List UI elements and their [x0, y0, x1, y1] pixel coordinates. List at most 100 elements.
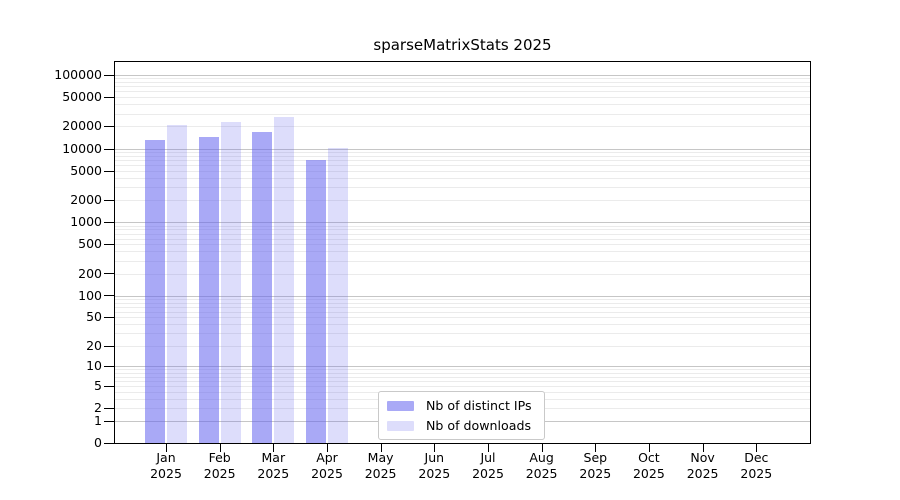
x-tick-mark: [273, 444, 274, 452]
legend-item-downloads: Nb of downloads: [387, 418, 532, 433]
gridline-minor: [115, 317, 810, 319]
x-tick-year: 2025: [311, 465, 343, 481]
gridline-minor: [115, 225, 810, 227]
gridline-minor: [115, 126, 810, 128]
gridline-minor: [115, 170, 810, 172]
gridline-minor: [115, 97, 810, 99]
gridline-major: [115, 75, 810, 76]
x-tick-month: Mar: [261, 450, 286, 465]
y-tick-label: 2000: [70, 192, 102, 207]
y-tick-mark: [104, 126, 114, 127]
gridline-minor: [115, 86, 810, 88]
y-tick-mark: [104, 386, 114, 387]
chart-title: sparseMatrixStats 2025: [373, 36, 552, 54]
x-tick-month: Jun: [424, 450, 445, 465]
x-tick-label-nov: Nov 2025: [669, 450, 737, 481]
gridline-minor: [115, 260, 810, 262]
x-tick-month: Jan: [156, 450, 176, 465]
x-tick-mark: [649, 444, 650, 452]
y-tick-mark: [104, 366, 114, 367]
legend: Nb of distinct IPs Nb of downloads: [378, 391, 545, 440]
x-tick-year: 2025: [364, 465, 397, 481]
x-tick-label-apr: Apr 2025: [293, 450, 361, 481]
y-tick-mark: [104, 443, 114, 444]
y-tick-mark: [104, 75, 114, 76]
gridline-minor: [115, 238, 810, 240]
gridline-minor: [115, 155, 810, 157]
x-tick-year: 2025: [203, 465, 236, 481]
bar-downloads-feb: [220, 122, 241, 443]
x-tick-label-oct: Oct 2025: [615, 450, 683, 481]
legend-item-distinct-ips: Nb of distinct IPs: [387, 398, 532, 413]
x-tick-year: 2025: [740, 465, 773, 481]
gridline-minor: [115, 160, 810, 161]
x-tick-year: 2025: [632, 465, 665, 481]
gridline-minor: [115, 333, 810, 335]
y-tick-label: 5: [94, 377, 102, 393]
y-tick-mark: [104, 408, 114, 409]
bar-distinct-ips-mar: [252, 132, 273, 443]
bar-downloads-apr: [328, 148, 348, 443]
x-tick-mark: [166, 444, 167, 452]
legend-swatch-distinct-ips: [387, 400, 414, 411]
gridline-minor: [115, 177, 810, 179]
gridline-minor: [115, 369, 810, 371]
gridline-minor: [115, 251, 810, 253]
y-tick-mark: [104, 295, 114, 296]
gridline-major: [115, 295, 810, 297]
y-tick-label: 20000: [62, 118, 102, 134]
gridline-major: [115, 148, 810, 150]
bar-distinct-ips-jan: [145, 140, 165, 443]
y-tick-mark: [104, 97, 114, 98]
y-tick-mark: [104, 421, 114, 422]
x-tick-label-mar: Mar 2025: [239, 450, 307, 481]
gridline-minor: [115, 324, 810, 326]
x-tick-year: 2025: [257, 465, 290, 481]
x-tick-label-jan: Jan 2025: [132, 450, 200, 481]
x-tick-label-feb: Feb 2025: [186, 450, 254, 481]
y-tick-label: 1000: [70, 214, 102, 230]
x-tick-label-dec: Dec 2025: [722, 450, 790, 481]
x-tick-mark: [542, 444, 543, 452]
gridline-major: [115, 366, 810, 368]
bar-downloads-mar: [274, 116, 295, 443]
x-tick-month: Dec: [744, 450, 769, 465]
gridline-minor: [115, 229, 810, 231]
y-tick-label: 50000: [62, 89, 102, 105]
x-tick-year: 2025: [579, 465, 612, 481]
x-tick-mark: [703, 444, 704, 452]
gridline-minor: [115, 200, 810, 201]
gridline-minor: [115, 152, 810, 153]
y-tick-mark: [104, 244, 114, 245]
x-tick-month: Oct: [638, 450, 660, 465]
y-tick-mark: [104, 346, 114, 347]
x-tick-label-jul: Jul 2025: [454, 450, 522, 481]
x-tick-mark: [488, 444, 489, 452]
x-tick-label-aug: Aug 2025: [508, 450, 576, 481]
x-tick-mark: [595, 444, 596, 452]
bar-distinct-ips-feb: [198, 136, 219, 443]
x-tick-label-may: May 2025: [347, 450, 415, 481]
y-tick-mark: [104, 222, 114, 223]
gridline-minor: [115, 345, 810, 347]
x-tick-mark: [756, 444, 757, 452]
x-tick-month: Apr: [316, 450, 338, 465]
gridline-major: [115, 222, 810, 224]
y-tick-label: 5000: [70, 162, 102, 178]
y-tick-mark: [104, 171, 114, 172]
x-tick-label-sep: Sep 2025: [561, 450, 629, 481]
y-tick-mark: [104, 317, 114, 318]
y-tick-label: 500: [78, 236, 102, 252]
gridline-minor: [115, 113, 810, 115]
y-tick-label: 1: [94, 412, 102, 428]
y-tick-label: 200: [78, 265, 102, 281]
y-tick-mark: [104, 200, 114, 201]
x-tick-month: Nov: [690, 450, 715, 465]
x-tick-month: Sep: [583, 450, 608, 465]
y-tick-label: 100: [78, 287, 102, 303]
gridline-minor: [115, 302, 810, 304]
y-tick-mark: [104, 149, 114, 150]
y-tick-label: 10: [86, 358, 102, 374]
